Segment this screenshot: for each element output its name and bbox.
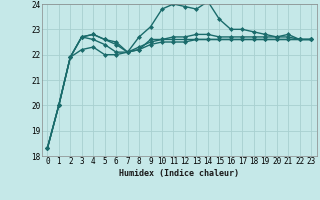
X-axis label: Humidex (Indice chaleur): Humidex (Indice chaleur) [119,169,239,178]
